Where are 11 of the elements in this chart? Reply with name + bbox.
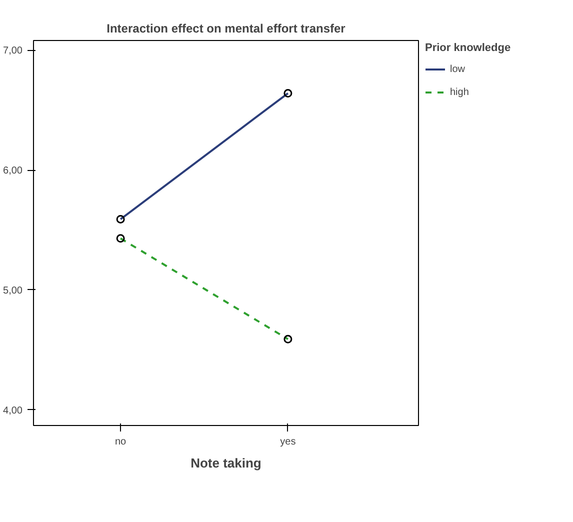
x-axis-title: Note taking <box>190 456 262 470</box>
legend-label: low <box>450 64 466 74</box>
y-tick-label: 6,00 <box>3 166 23 177</box>
y-tick-label: 7,00 <box>3 46 23 57</box>
x-tick-label: no <box>114 436 127 448</box>
y-tick-label: 4,00 <box>3 405 23 416</box>
y-tick-label: 5,00 <box>3 285 23 296</box>
chart-title: Interaction effect on mental effort transfer <box>106 22 346 36</box>
legend-title: Prior knowledge <box>425 42 511 54</box>
x-tick-label: yes <box>280 436 296 448</box>
legend-label: high <box>450 86 470 98</box>
